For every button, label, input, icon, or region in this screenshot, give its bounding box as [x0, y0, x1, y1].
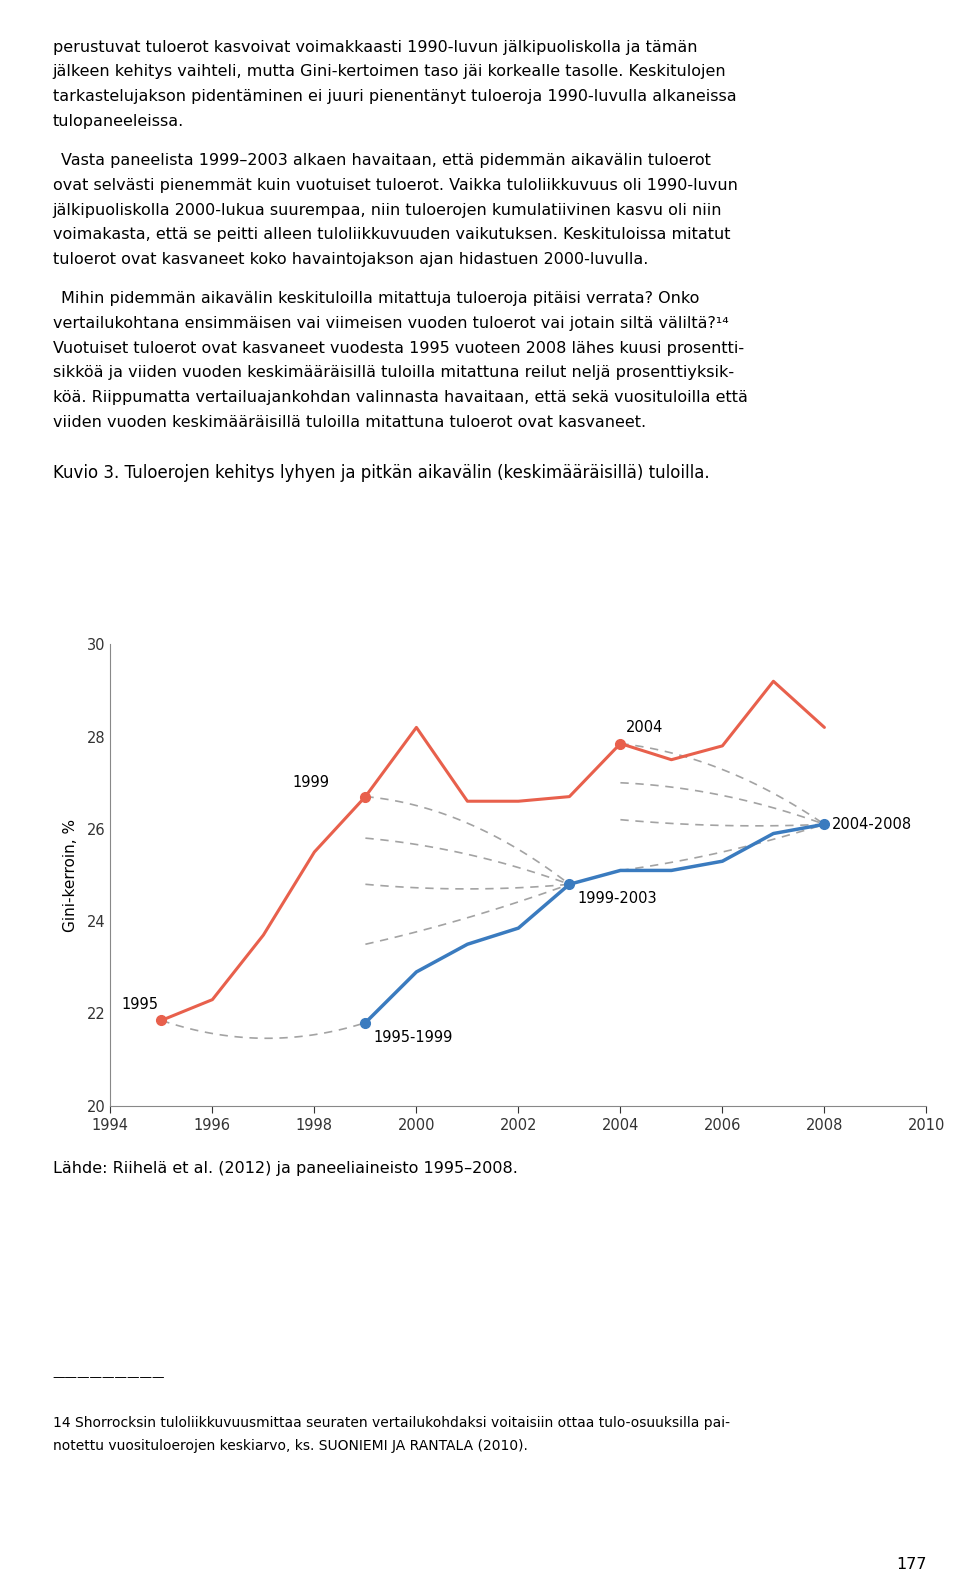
Text: tuloerot ovat kasvaneet koko havaintojakson ajan hidastuen 2000-luvulla.: tuloerot ovat kasvaneet koko havaintojak… — [53, 251, 648, 267]
Y-axis label: Gini-kerroin, %: Gini-kerroin, % — [63, 818, 79, 932]
Text: viiden vuoden keskimääräisillä tuloilla mitattuna tuloerot ovat kasvaneet.: viiden vuoden keskimääräisillä tuloilla … — [53, 415, 646, 430]
Text: 14 Shorrocksin tuloliikkuvuusmittaa seuraten vertailukohdaksi voitaisiin ottaa t: 14 Shorrocksin tuloliikkuvuusmittaa seur… — [53, 1416, 730, 1430]
Text: voimakasta, että se peitti alleen tuloliikkuvuuden vaikutuksen. Keskituloissa mi: voimakasta, että se peitti alleen tuloli… — [53, 228, 731, 242]
Text: köä. Riippumatta vertailuajankohdan valinnasta havaitaan, että sekä vuosituloill: köä. Riippumatta vertailuajankohdan vali… — [53, 390, 748, 406]
Text: 1995-1999: 1995-1999 — [373, 1029, 452, 1045]
Text: sikköä ja viiden vuoden keskimääräisillä tuloilla mitattuna reilut neljä prosent: sikköä ja viiden vuoden keskimääräisillä… — [53, 366, 734, 380]
Text: Vuotuiset tuloerot ovat kasvaneet vuodesta 1995 vuoteen 2008 lähes kuusi prosent: Vuotuiset tuloerot ovat kasvaneet vuodes… — [53, 340, 744, 356]
Text: vertailukohtana ensimmäisen vai viimeisen vuoden tuloerot vai jotain siltä välil: vertailukohtana ensimmäisen vai viimeise… — [53, 317, 729, 331]
Text: Lähde: Riihelä et al. (2012) ja paneeliaineisto 1995–2008.: Lähde: Riihelä et al. (2012) ja paneelia… — [53, 1161, 517, 1176]
Text: jälkipuoliskolla 2000-lukua suurempaa, niin tuloerojen kumulatiivinen kasvu oli : jälkipuoliskolla 2000-lukua suurempaa, n… — [53, 202, 722, 218]
Text: jälkeen kehitys vaihteli, mutta Gini-kertoimen taso jäi korkealle tasolle. Keski: jälkeen kehitys vaihteli, mutta Gini-ker… — [53, 64, 727, 80]
Text: perustuvat tuloerot kasvoivat voimakkaasti 1990-luvun jälkipuoliskolla ja tämän: perustuvat tuloerot kasvoivat voimakkaas… — [53, 40, 697, 54]
Text: 1995: 1995 — [122, 998, 158, 1012]
Text: 177: 177 — [896, 1558, 926, 1572]
Text: 2004-2008: 2004-2008 — [832, 816, 912, 832]
Text: 1999: 1999 — [293, 775, 329, 789]
Text: ovat selvästi pienemmät kuin vuotuiset tuloerot. Vaikka tuloliikkuvuus oli 1990-: ovat selvästi pienemmät kuin vuotuiset t… — [53, 178, 737, 193]
Text: Mihin pidemmän aikavälin keskituloilla mitattuja tuloeroja pitäisi verrata? Onko: Mihin pidemmän aikavälin keskituloilla m… — [53, 291, 699, 307]
Text: tarkastelujakson pidentäminen ei juuri pienentänyt tuloeroja 1990-luvulla alkane: tarkastelujakson pidentäminen ei juuri p… — [53, 89, 736, 103]
Text: Kuvio 3. Tuloerojen kehitys lyhyen ja pitkän aikavälin (keskimääräisillä) tuloil: Kuvio 3. Tuloerojen kehitys lyhyen ja pi… — [53, 465, 709, 482]
Text: 1999-2003: 1999-2003 — [577, 891, 657, 907]
Text: notettu vuosituloerojen keskiarvo, ks. SUONIEMI JA RANTALA (2010).: notettu vuosituloerojen keskiarvo, ks. S… — [53, 1440, 528, 1454]
Text: 2004: 2004 — [626, 721, 662, 735]
Text: —————————: ————————— — [53, 1371, 165, 1384]
Text: tulopaneeleissa.: tulopaneeleissa. — [53, 113, 184, 129]
Text: Vasta paneelista 1999–2003 alkaen havaitaan, että pidemmän aikavälin tuloerot: Vasta paneelista 1999–2003 alkaen havait… — [53, 153, 710, 169]
